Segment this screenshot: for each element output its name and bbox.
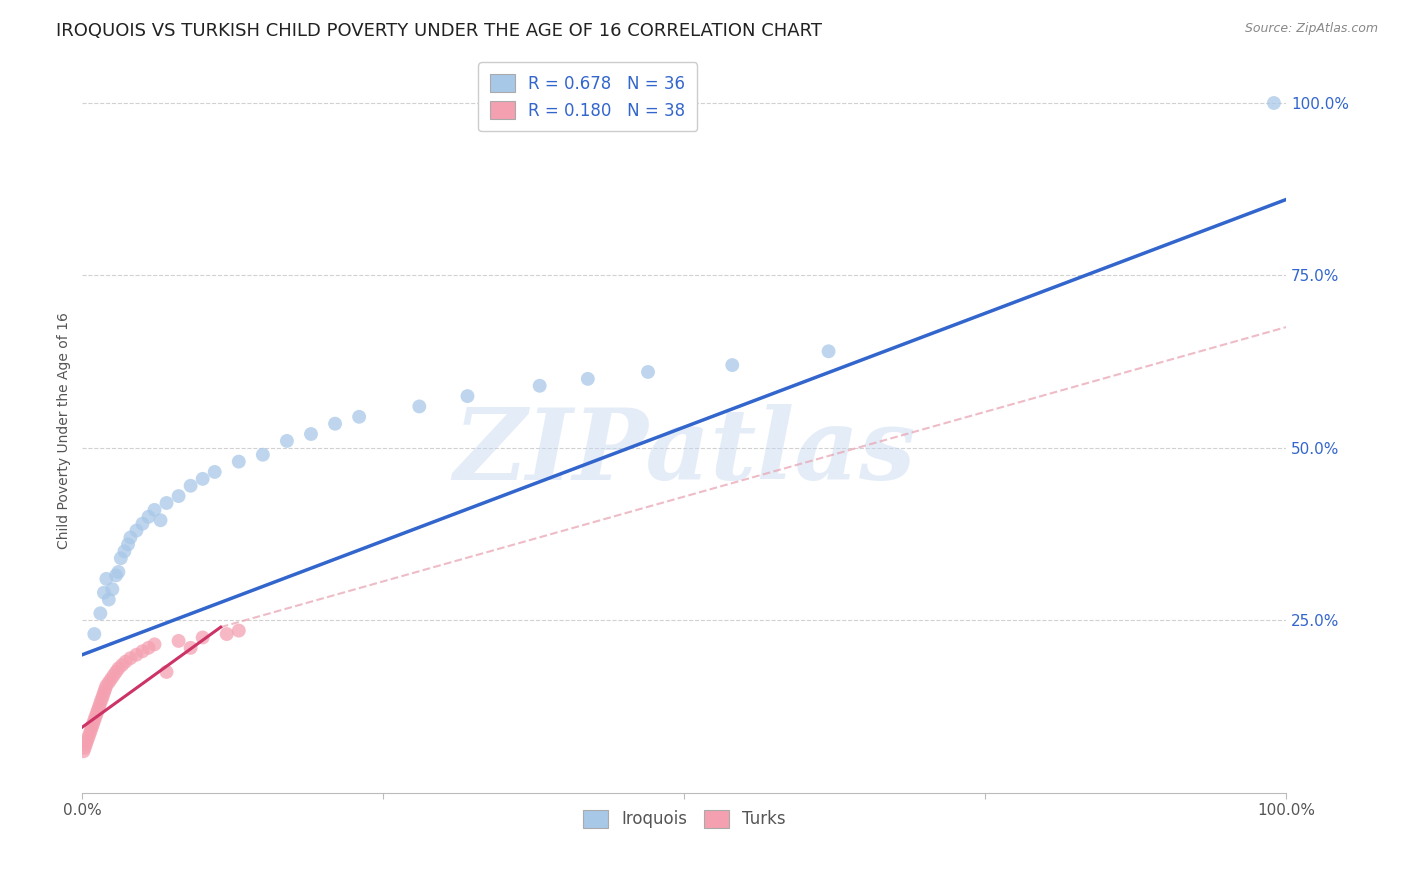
- Point: [107, 565, 129, 579]
- Point: [252, 448, 274, 462]
- Point: [215, 627, 238, 641]
- Point: [84, 710, 107, 724]
- Point: [143, 637, 166, 651]
- Point: [89, 696, 111, 710]
- Point: [138, 509, 160, 524]
- Point: [77, 731, 100, 745]
- Point: [721, 358, 744, 372]
- Point: [347, 409, 370, 424]
- Point: [103, 668, 125, 682]
- Point: [94, 682, 117, 697]
- Point: [114, 655, 136, 669]
- Point: [82, 716, 104, 731]
- Point: [76, 734, 98, 748]
- Point: [89, 607, 111, 621]
- Point: [576, 372, 599, 386]
- Point: [149, 513, 172, 527]
- Point: [131, 516, 153, 531]
- Point: [93, 686, 115, 700]
- Point: [111, 658, 134, 673]
- Point: [97, 675, 120, 690]
- Point: [100, 672, 122, 686]
- Point: [97, 592, 120, 607]
- Point: [138, 640, 160, 655]
- Text: ZIPatlas: ZIPatlas: [453, 404, 915, 500]
- Point: [408, 400, 430, 414]
- Text: Source: ZipAtlas.com: Source: ZipAtlas.com: [1244, 22, 1378, 36]
- Point: [299, 427, 322, 442]
- Point: [131, 644, 153, 658]
- Point: [228, 455, 250, 469]
- Point: [125, 524, 148, 538]
- Point: [817, 344, 839, 359]
- Point: [104, 665, 127, 679]
- Point: [89, 699, 111, 714]
- Point: [143, 503, 166, 517]
- Point: [191, 631, 214, 645]
- Point: [180, 479, 202, 493]
- Point: [155, 496, 177, 510]
- Point: [87, 703, 110, 717]
- Point: [96, 572, 118, 586]
- Point: [180, 640, 202, 655]
- Point: [75, 738, 97, 752]
- Text: IROQUOIS VS TURKISH CHILD POVERTY UNDER THE AGE OF 16 CORRELATION CHART: IROQUOIS VS TURKISH CHILD POVERTY UNDER …: [56, 22, 823, 40]
- Point: [93, 585, 115, 599]
- Point: [167, 489, 190, 503]
- Point: [125, 648, 148, 662]
- Point: [120, 531, 142, 545]
- Point: [191, 472, 214, 486]
- Point: [91, 689, 114, 703]
- Point: [167, 634, 190, 648]
- Point: [73, 740, 96, 755]
- Point: [155, 665, 177, 679]
- Point: [104, 568, 127, 582]
- Point: [80, 723, 103, 738]
- Legend: Iroquois, Turks: Iroquois, Turks: [576, 803, 792, 835]
- Point: [529, 378, 551, 392]
- Point: [86, 706, 108, 721]
- Point: [112, 544, 135, 558]
- Point: [83, 627, 105, 641]
- Point: [79, 727, 101, 741]
- Point: [72, 744, 94, 758]
- Point: [107, 661, 129, 675]
- Y-axis label: Child Poverty Under the Age of 16: Child Poverty Under the Age of 16: [58, 312, 72, 549]
- Point: [90, 692, 112, 706]
- Point: [456, 389, 478, 403]
- Point: [323, 417, 346, 431]
- Point: [101, 582, 124, 597]
- Point: [96, 679, 118, 693]
- Point: [228, 624, 250, 638]
- Point: [276, 434, 298, 448]
- Point: [204, 465, 226, 479]
- Point: [120, 651, 142, 665]
- Point: [637, 365, 659, 379]
- Point: [110, 551, 132, 566]
- Point: [80, 720, 103, 734]
- Point: [1263, 95, 1285, 110]
- Point: [117, 537, 139, 551]
- Point: [83, 713, 105, 727]
